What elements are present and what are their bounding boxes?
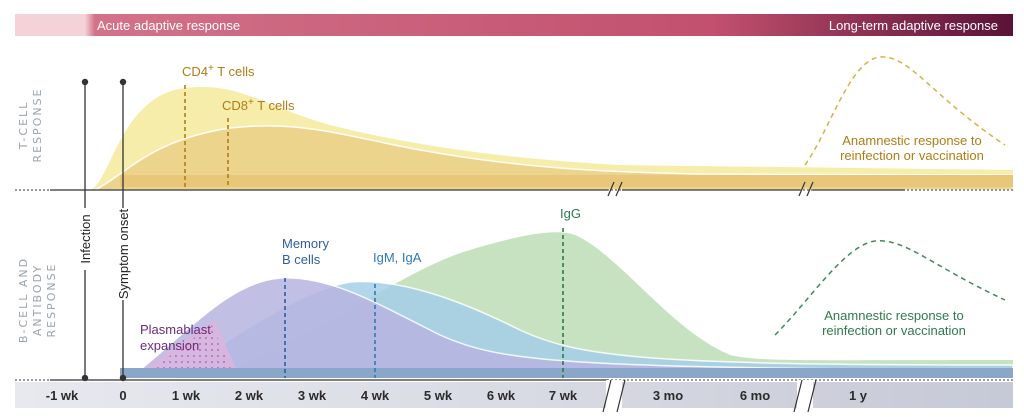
t-anamnestic-line2: reinfection or vaccination xyxy=(840,148,984,163)
axis-tick-label: 1 y xyxy=(849,388,868,403)
t-axis-break-1 xyxy=(607,181,623,197)
t-cell-label-line1: T-CELL xyxy=(17,101,30,151)
t-cell-panel: CD4+ T cells CD8+ T cells Anamnestic res… xyxy=(15,56,1014,197)
timeline-markers: Infection Symptom onset xyxy=(77,78,131,382)
plasmablast-label-line1: Plasmablast xyxy=(140,322,211,337)
igm-iga-label: IgM, IgA xyxy=(373,250,422,265)
t-cell-baseline-band xyxy=(120,175,1013,187)
b-cell-side-label: B-CELL AND ANTIBODY RESPONSE xyxy=(17,257,58,343)
cd8-curve xyxy=(94,125,1014,191)
b-cell-panel: Plasmablast expansion Memory B cells IgM… xyxy=(15,206,1014,381)
b-anamnestic-line1: Anamnestic response to xyxy=(824,308,963,323)
axis-tick-label: -1 wk xyxy=(46,388,79,403)
cd4-label: CD4+ T cells xyxy=(182,63,255,79)
axis-tick-label: 5 wk xyxy=(424,388,453,403)
b-cell-label-line2: ANTIBODY xyxy=(31,264,44,336)
b-cell-baseline-band xyxy=(120,368,1013,378)
timeline-header: Acute adaptive response Long-term adapti… xyxy=(15,14,1013,36)
axis-gap-1 xyxy=(606,380,622,410)
t-anamnestic-line1: Anamnestic response to xyxy=(842,133,981,148)
symptom-onset-dot-bottom xyxy=(119,374,127,382)
t-cell-side-label: T-CELL RESPONSE xyxy=(17,87,44,162)
infection-label-bg xyxy=(77,208,93,270)
axis-tick-label: 6 wk xyxy=(487,388,516,403)
t-axis-break-2 xyxy=(798,181,814,197)
axis-tick-label: 3 mo xyxy=(653,388,683,403)
infection-dot-bottom xyxy=(81,374,89,382)
igg-label: IgG xyxy=(560,206,581,221)
b-anamnestic-line2: reinfection or vaccination xyxy=(822,323,966,338)
memory-b-label-line2: B cells xyxy=(282,252,321,267)
cd8-label: CD8+ T cells xyxy=(222,97,295,113)
b-anamnestic-curve xyxy=(774,240,1006,336)
b-cell-label-line3: RESPONSE xyxy=(45,262,58,337)
symptom-onset-label: Symptom onset xyxy=(116,208,131,299)
symptom-onset-dot-top xyxy=(119,78,127,86)
axis-tick-label: 3 wk xyxy=(298,388,327,403)
axis-tick-label: 4 wk xyxy=(361,388,390,403)
infection-dot-top xyxy=(81,78,89,86)
infection-label: Infection xyxy=(78,214,93,263)
t-cell-label-line2: RESPONSE xyxy=(31,87,44,162)
axis-tick-label: 1 wk xyxy=(172,388,201,403)
b-cell-label-line1: B-CELL AND xyxy=(17,257,30,343)
memory-b-label-line1: Memory xyxy=(282,236,329,251)
plasmablast-label-line2: expansion xyxy=(140,338,199,353)
time-axis: -1 wk 0 1 wk 2 wk 3 wk 4 wk 5 wk 6 wk 7 wk 3 mo 6 … xyxy=(15,379,1013,413)
memory-b-curve xyxy=(127,277,1014,379)
axis-tick-label: 6 mo xyxy=(740,388,770,403)
axis-gap-2 xyxy=(797,380,813,410)
plasmablast-dots xyxy=(140,325,235,378)
time-axis-band xyxy=(15,382,1013,408)
longterm-response-label: Long-term adaptive response xyxy=(829,18,998,33)
axis-tick-label: 7 wk xyxy=(549,388,578,403)
symptom-onset-label-bg xyxy=(115,208,131,300)
t-anamnestic-curve xyxy=(804,56,1006,166)
header-band xyxy=(15,14,1013,36)
axis-break-2 xyxy=(793,379,817,413)
axis-break-1 xyxy=(602,379,626,413)
axis-tick-label: 2 wk xyxy=(235,388,264,403)
axis-tick-label: 0 xyxy=(119,388,126,403)
acute-response-label: Acute adaptive response xyxy=(97,18,240,33)
